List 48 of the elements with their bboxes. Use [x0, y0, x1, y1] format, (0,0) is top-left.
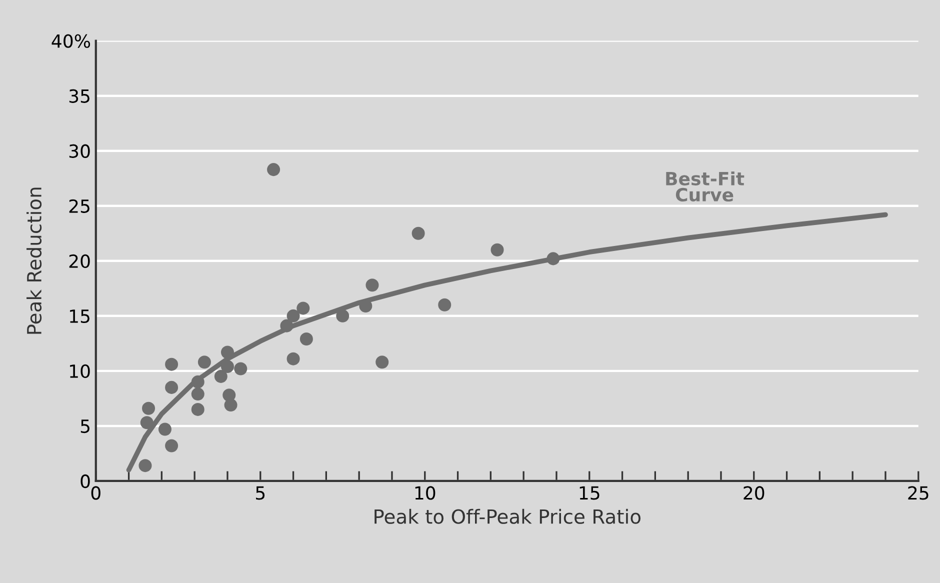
point	[336, 309, 350, 322]
x-tick-label: 20	[744, 486, 764, 500]
point	[412, 226, 425, 240]
point	[376, 356, 389, 369]
line-series	[126, 212, 888, 472]
y-tick-label: 0	[80, 474, 90, 488]
x-tick-label: 0	[91, 486, 100, 500]
y-tick-label: 20	[69, 254, 90, 268]
point	[267, 163, 280, 176]
point	[220, 346, 234, 359]
point	[158, 422, 172, 436]
point	[280, 319, 294, 332]
point	[191, 375, 204, 388]
x-tick-label: 15	[580, 486, 600, 500]
y-tick-label: 30	[69, 144, 90, 158]
point	[300, 332, 313, 346]
y-tick-label: 10	[70, 364, 90, 378]
x-tick-label: 10	[415, 486, 436, 500]
y-tick-label: 25	[69, 199, 90, 213]
point	[165, 358, 178, 371]
y-tick-label: 40%	[52, 34, 90, 48]
point	[234, 362, 248, 376]
y-tick-label: 15	[70, 310, 90, 324]
y-axis-title: Peak Reduction	[26, 188, 42, 334]
point	[490, 243, 504, 256]
point	[191, 402, 204, 416]
point	[165, 380, 178, 394]
y-tick-label: 35	[69, 89, 90, 103]
point	[546, 252, 560, 266]
point	[198, 356, 211, 369]
point	[366, 278, 379, 292]
point	[214, 370, 228, 383]
point	[165, 439, 178, 452]
annotation: Best-Fit Curve	[666, 171, 744, 202]
point	[286, 309, 300, 322]
point	[142, 402, 156, 415]
point	[220, 360, 234, 374]
x-tick-label: 5	[256, 486, 265, 500]
point	[286, 352, 300, 366]
point	[191, 388, 204, 401]
point	[138, 459, 152, 472]
x-tick-label: 25	[908, 486, 928, 500]
point	[140, 416, 154, 430]
point	[438, 298, 452, 312]
point	[296, 302, 310, 315]
x-axis-title: Peak to Off-Peak Price Ratio	[374, 508, 640, 524]
point	[224, 398, 238, 412]
y-tick-label: 5	[80, 420, 90, 434]
